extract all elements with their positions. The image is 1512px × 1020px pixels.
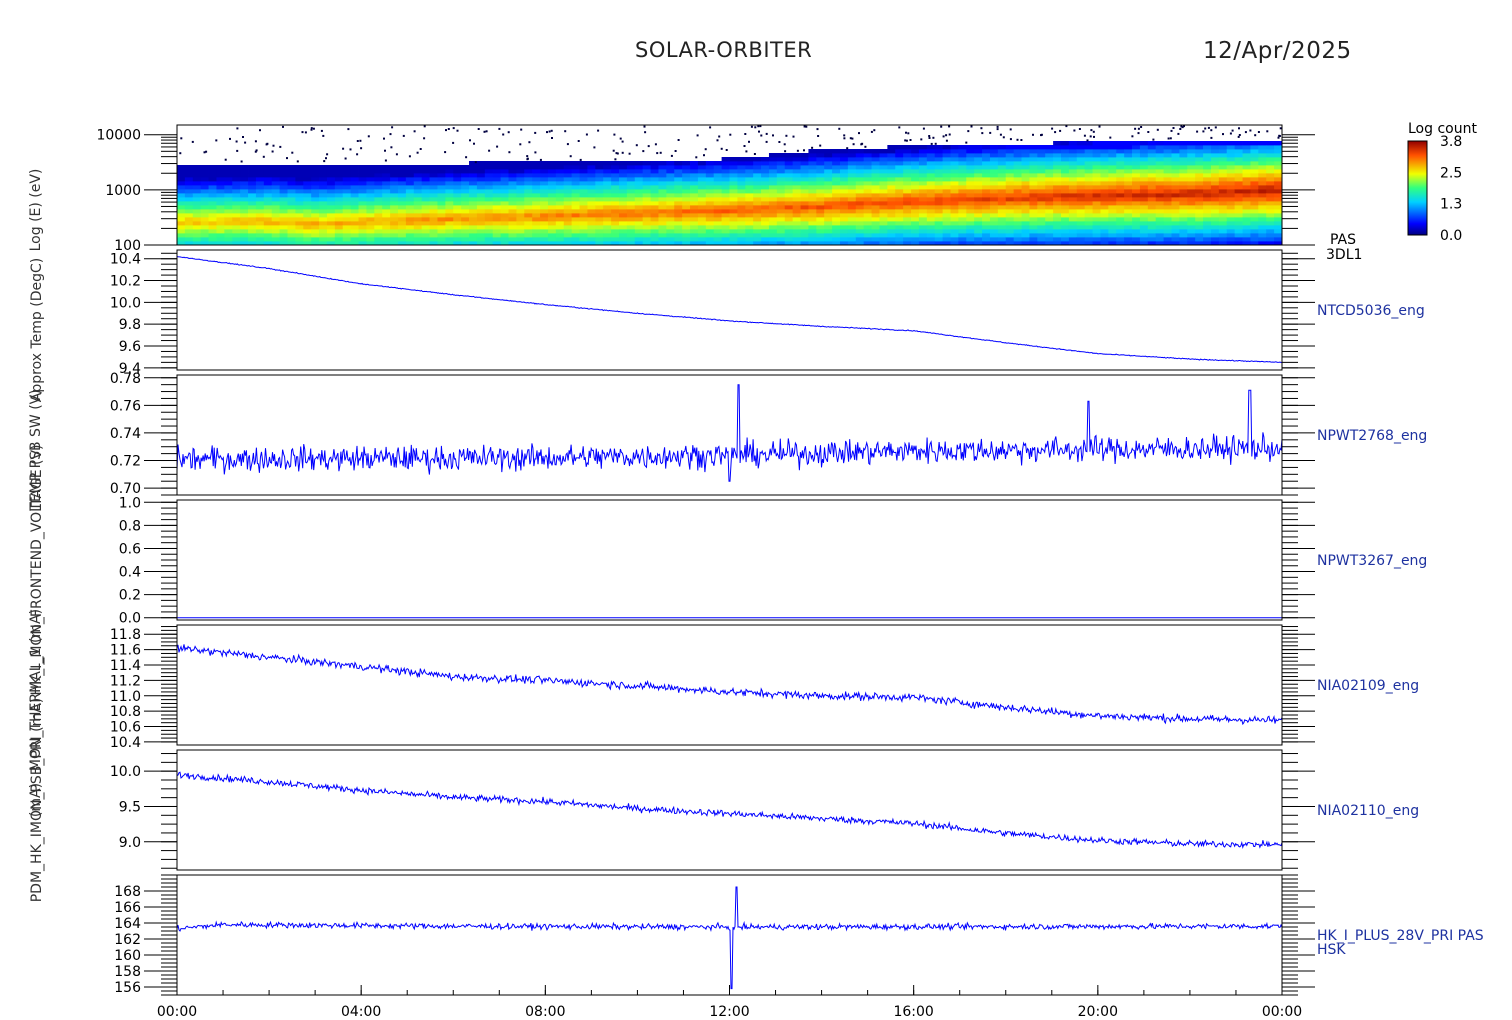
y-tick-label: 11.6 [110, 643, 141, 659]
panel-label: 3DL1 [1326, 247, 1362, 263]
y-tick-label: 10.8 [110, 704, 141, 720]
x-tick-label: 08:00 [525, 1004, 565, 1020]
y-axis-labels: Log (E) (eV) Approx Temp (DegC)TEMP PSB S… [28, 169, 45, 903]
panel-label: PAS [1330, 232, 1356, 248]
x-tick-label: 20:00 [1078, 1004, 1118, 1020]
y-axis-title: MON_THERMAL_1 (mA) [28, 609, 44, 771]
series-trace [176, 256, 1283, 364]
panel-label: NPWT3267_eng [1317, 553, 1427, 569]
y-tick-label: 10000 [96, 128, 141, 144]
panel-label: HK_I_PLUS_28V_PRI PAS [1317, 928, 1484, 944]
panel-frame [176, 749, 1283, 871]
y-tick-label: 0.70 [110, 481, 141, 497]
y-tick-label: 1.0 [119, 495, 141, 511]
y-axis: 0.0 0.2 0.4 0.6 0.8 1.0 [119, 495, 1315, 627]
panel-frame [176, 124, 1283, 246]
y-axis-title: TEMP PSB SW (V) [28, 389, 44, 511]
x-tick-label: 04:00 [341, 1004, 381, 1020]
y-tick-label: 0.0 [119, 611, 141, 627]
y-tick-label: 164 [114, 916, 141, 932]
colorbar-title: Log count [1408, 121, 1477, 137]
y-tick-label: 9.5 [119, 799, 141, 815]
chart-date: 12/Apr/2025 [1203, 38, 1352, 64]
x-tick-label: 00:00 [1262, 1004, 1302, 1020]
panel-npwt3267: 0.0 0.2 0.4 0.6 0.8 1.0 NPWT3267_eng [119, 495, 1428, 626]
y-tick-label: 10.6 [110, 720, 141, 736]
y-tick-label: 9.8 [119, 317, 141, 333]
colorbar-tick-label: 1.3 [1440, 197, 1462, 213]
y-axis-title: PDM_HK_IMON_PSB_PRI (mA) [29, 698, 45, 903]
panel-nia02109: 10.410.610.811.011.211.411.611.8NIA02109… [110, 624, 1419, 751]
y-tick-label: 11.0 [110, 689, 141, 705]
panel-frame [176, 249, 1283, 371]
y-tick-label: 158 [114, 964, 141, 980]
y-tick-label: 160 [114, 948, 141, 964]
panel-frame [176, 499, 1283, 621]
panel-label: NTCD5036_eng [1317, 303, 1425, 319]
y-axis: 10.410.610.811.011.211.411.611.8 [110, 626, 1315, 751]
panel-nia02110: 9.0 9.5 10.0 NIA02110_eng [110, 749, 1419, 871]
series-trace [176, 644, 1283, 726]
series-trace [176, 384, 1283, 482]
y-tick-label: 1000 [105, 183, 141, 199]
y-axis-title: Approx Temp (DegC) [29, 258, 45, 402]
colorbar-tick-label: 0.0 [1440, 228, 1462, 244]
y-tick-label: 0.6 [119, 541, 141, 557]
panel-npwt2768: 0.70 0.72 0.74 0.76 0.78 NPWT2768_eng [110, 371, 1427, 497]
y-tick-label: 0.76 [110, 398, 141, 414]
y-axis: 0.70 0.72 0.74 0.76 0.78 [110, 371, 1315, 497]
x-tick-label: 00:00 [157, 1004, 197, 1020]
y-tick-label: 0.2 [119, 588, 141, 604]
y-tick-label: 156 [114, 980, 141, 996]
spectrogram [177, 125, 1283, 246]
panel-ntcd5036: 9.4 9.6 9.8 10.0 10.2 10.4 NTCD5036_eng [110, 249, 1425, 377]
panel-frame [176, 374, 1283, 496]
y-tick-label: 10.2 [110, 274, 141, 290]
y-tick-label: 9.6 [119, 339, 141, 355]
y-axis: 9.4 9.6 9.8 10.0 10.2 10.4 [110, 252, 1315, 377]
panel-label: HSK [1317, 942, 1346, 958]
y-tick-label: 10.0 [110, 764, 141, 780]
y-tick-label: 162 [114, 932, 141, 948]
y-tick-label: 9.4 [119, 361, 141, 377]
y-axis-title: (mA) [28, 783, 44, 817]
y-tick-label: 9.0 [119, 835, 141, 851]
y-tick-label: 0.4 [119, 565, 141, 581]
y-tick-label: 0.78 [110, 371, 141, 387]
y-tick-label: 0.74 [110, 426, 141, 442]
y-axis-title: HK_I_MON_FRONTEND_VOLTAGE (V) [29, 445, 45, 696]
y-tick-label: 100 [114, 238, 141, 254]
y-tick-label: 0.8 [119, 518, 141, 534]
y-tick-label: 0.72 [110, 454, 141, 470]
colorbar-tick-label: 3.8 [1440, 134, 1462, 150]
panel-label: NPWT2768_eng [1317, 428, 1427, 444]
x-tick-label: 16:00 [893, 1004, 933, 1020]
y-tick-label: 168 [114, 884, 141, 900]
y-axis: 100 1000 10000 [96, 128, 1315, 254]
y-tick-label: 10.0 [110, 295, 141, 311]
y-tick-label: 10.4 [110, 735, 141, 751]
x-tick-label: 12:00 [709, 1004, 749, 1020]
colorbar-scale [1407, 140, 1428, 236]
chart-title: SOLAR-ORBITER [635, 38, 813, 62]
y-tick-label: 10.4 [110, 252, 141, 268]
series-trace [176, 771, 1283, 849]
y-tick-label: 11.4 [110, 658, 141, 674]
panel-frame [176, 874, 1283, 996]
colorbar-tick-label: 2.5 [1440, 165, 1462, 181]
series-trace [176, 886, 1283, 990]
panel-label: NIA02109_eng [1317, 678, 1419, 694]
y-tick-label: 166 [114, 900, 141, 916]
panel-label: NIA02110_eng [1317, 803, 1419, 819]
y-tick-label: 11.8 [110, 627, 141, 643]
y-tick-label: 11.2 [110, 673, 141, 689]
panel-frame [176, 624, 1283, 746]
y-axis-title: Log (E) (eV) [28, 169, 44, 252]
y-axis: 9.0 9.5 10.0 [110, 753, 1315, 869]
